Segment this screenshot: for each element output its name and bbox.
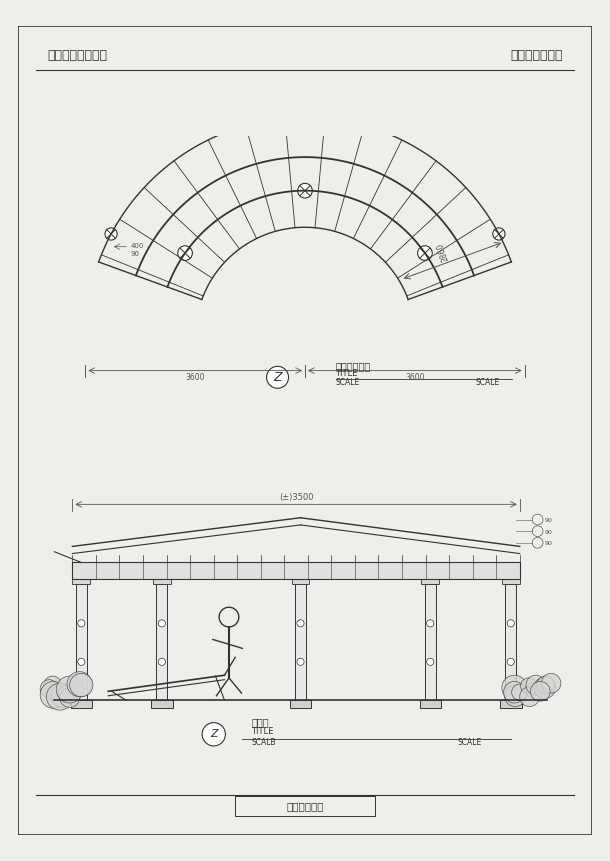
Text: (±)3500: (±)3500 [279, 492, 314, 502]
Text: －花架系列－: －花架系列－ [286, 801, 324, 811]
Circle shape [426, 658, 434, 666]
Circle shape [67, 672, 92, 697]
Circle shape [56, 676, 83, 703]
Circle shape [520, 687, 539, 707]
Text: Z: Z [210, 729, 218, 740]
Text: SCALE: SCALE [457, 738, 481, 747]
Circle shape [58, 685, 74, 701]
Text: 90: 90 [545, 542, 553, 547]
Bar [500, 700, 522, 709]
Bar [292, 579, 309, 584]
Circle shape [267, 366, 289, 388]
Text: SCALE: SCALE [336, 378, 360, 387]
Circle shape [520, 678, 537, 694]
Text: 3600: 3600 [185, 373, 205, 381]
Circle shape [46, 684, 62, 700]
Circle shape [60, 688, 79, 708]
Circle shape [40, 679, 58, 697]
Circle shape [44, 676, 62, 694]
Circle shape [77, 620, 85, 627]
Bar [73, 579, 90, 584]
Circle shape [71, 680, 85, 695]
Circle shape [534, 677, 556, 698]
Text: 正面图: 正面图 [251, 717, 269, 728]
Circle shape [526, 675, 546, 695]
Text: 90: 90 [131, 251, 139, 257]
Circle shape [507, 620, 514, 627]
Circle shape [418, 245, 432, 260]
Bar [425, 584, 436, 700]
Circle shape [531, 682, 550, 701]
Bar [73, 562, 520, 579]
Circle shape [512, 684, 528, 700]
Circle shape [297, 620, 304, 627]
Circle shape [502, 675, 527, 700]
Circle shape [298, 183, 312, 198]
Text: 3600: 3600 [405, 373, 425, 381]
Bar [76, 584, 87, 700]
Text: 90: 90 [545, 530, 553, 535]
Text: Z: Z [273, 371, 282, 384]
Text: 2860: 2860 [436, 241, 451, 263]
Circle shape [158, 658, 165, 666]
Circle shape [504, 685, 526, 707]
Bar [422, 579, 439, 584]
Bar [71, 700, 92, 709]
Bar [502, 579, 520, 584]
Bar [151, 700, 173, 709]
Circle shape [202, 722, 225, 746]
Circle shape [504, 682, 525, 703]
Bar [420, 700, 441, 709]
Circle shape [51, 684, 74, 708]
Text: 悬挑木桁条花架: 悬挑木桁条花架 [511, 49, 563, 62]
Bar [506, 584, 516, 700]
Bar [153, 579, 171, 584]
Bar [295, 584, 306, 700]
Text: 平面布置总图: 平面布置总图 [336, 361, 371, 371]
Circle shape [541, 673, 561, 693]
Text: SCALB: SCALB [251, 738, 276, 747]
Text: TITLE: TITLE [251, 728, 274, 736]
Circle shape [537, 676, 554, 694]
Text: SCALE: SCALE [476, 378, 500, 387]
Text: TITLE: TITLE [336, 369, 358, 378]
Circle shape [40, 682, 67, 709]
Text: 现代景观建筑小品: 现代景观建筑小品 [47, 49, 107, 62]
Circle shape [526, 683, 542, 698]
Circle shape [105, 228, 117, 240]
Circle shape [46, 684, 73, 710]
Circle shape [77, 658, 85, 666]
Circle shape [493, 228, 505, 240]
Text: 400: 400 [131, 243, 144, 249]
Circle shape [158, 620, 165, 627]
Circle shape [507, 658, 514, 666]
Bar [290, 700, 311, 709]
Circle shape [70, 673, 93, 697]
Circle shape [297, 658, 304, 666]
Circle shape [178, 245, 192, 260]
Circle shape [426, 620, 434, 627]
Bar [157, 584, 167, 700]
Text: 90: 90 [545, 518, 553, 523]
